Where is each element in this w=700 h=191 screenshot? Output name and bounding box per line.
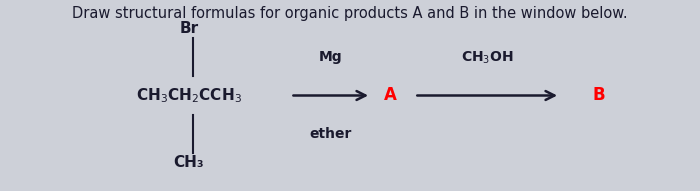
Text: CH₃: CH₃: [174, 155, 204, 170]
Text: B: B: [592, 87, 605, 104]
Text: Br: Br: [179, 21, 199, 36]
Text: A: A: [384, 87, 397, 104]
Text: ether: ether: [309, 127, 352, 141]
Text: Mg: Mg: [319, 50, 342, 64]
Text: CH$_3$CH$_2$CCH$_3$: CH$_3$CH$_2$CCH$_3$: [136, 86, 242, 105]
Text: CH$_3$OH: CH$_3$OH: [461, 49, 514, 66]
Text: Draw structural formulas for organic products A and B in the window below.: Draw structural formulas for organic pro…: [72, 6, 628, 21]
